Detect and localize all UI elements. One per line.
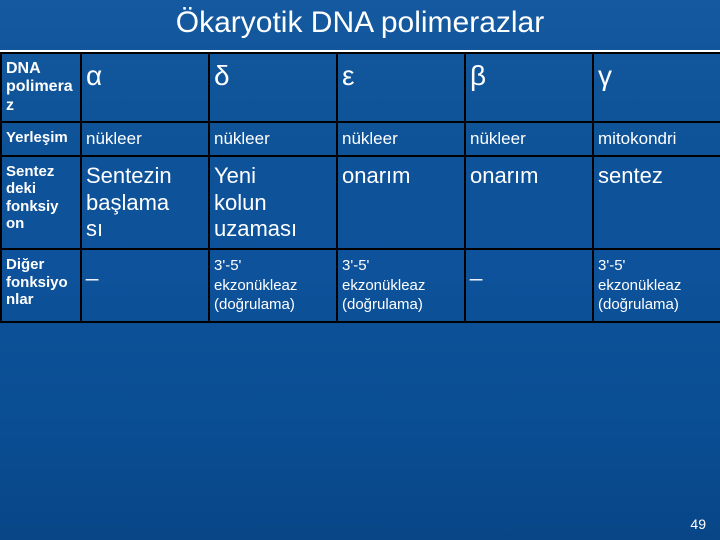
col-alpha: α — [81, 53, 209, 122]
cell: onarım — [465, 156, 593, 249]
cell: Sentezinbaşlaması — [81, 156, 209, 249]
cell: mitokondri — [593, 122, 720, 156]
cell: 3'-5'ekzonükleaz(doğrulama) — [337, 249, 465, 322]
row-location-label: Yerleşim — [1, 122, 81, 156]
table-row: Yerleşim nükleer nükleer nükleer nükleer… — [1, 122, 720, 156]
cell: nükleer — [337, 122, 465, 156]
row-other-label: Diğerfonksiyonlar — [1, 249, 81, 322]
table-row: DNApolimeraz α δ ε β γ — [1, 53, 720, 122]
page-number: 49 — [690, 516, 706, 532]
cell: Yenikolunuzaması — [209, 156, 337, 249]
slide-title: Ökaryotik DNA polimerazlar — [0, 0, 720, 52]
cell: _ — [465, 249, 593, 322]
col-epsilon: ε — [337, 53, 465, 122]
cell: nükleer — [465, 122, 593, 156]
polymerase-table: DNApolimeraz α δ ε β γ Yerleşim nükleer … — [0, 52, 720, 323]
table-row: Diğerfonksiyonlar _ 3'-5'ekzonükleaz(doğ… — [1, 249, 720, 322]
col-gamma: γ — [593, 53, 720, 122]
col-delta: δ — [209, 53, 337, 122]
col-beta: β — [465, 53, 593, 122]
cell: onarım — [337, 156, 465, 249]
table-row: Sentezdekifonksiyon Sentezinbaşlaması Ye… — [1, 156, 720, 249]
cell: sentez — [593, 156, 720, 249]
cell: nükleer — [209, 122, 337, 156]
cell: nükleer — [81, 122, 209, 156]
row-function-label: Sentezdekifonksiyon — [1, 156, 81, 249]
cell: 3'-5'ekzonükleaz(doğrulama) — [593, 249, 720, 322]
cell: 3'-5'ekzonükleaz(doğrulama) — [209, 249, 337, 322]
cell: _ — [81, 249, 209, 322]
header-label: DNApolimeraz — [1, 53, 81, 122]
slide: Ökaryotik DNA polimerazlar DNApolimeraz … — [0, 0, 720, 540]
